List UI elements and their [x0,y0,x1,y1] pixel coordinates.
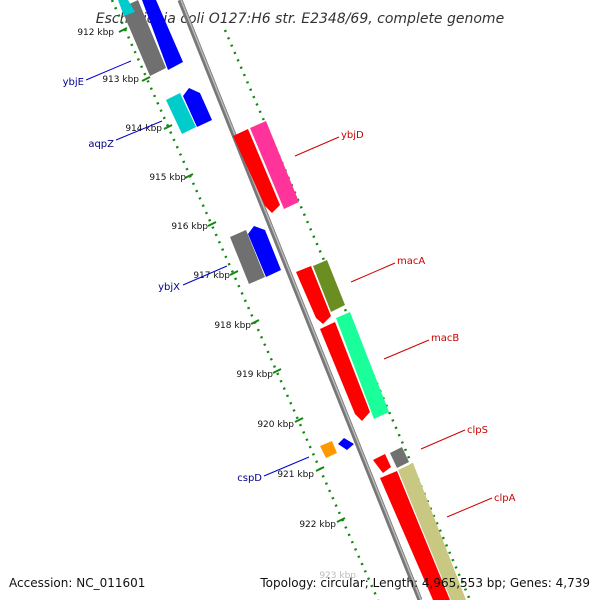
leader-macA [350,262,396,283]
tick-label-919: 919 kbp [236,370,273,380]
leader-aqpZ [115,120,163,141]
gene-arrow-red-macB [320,322,370,421]
tick-mark [229,270,239,276]
gene-block-orange-cspD [320,441,337,458]
tick-label-916: 916 kbp [171,222,208,232]
leader-ybjX [182,265,228,286]
tick-label-917: 917 kbp [193,271,230,281]
gene-block-khaki-clpA [398,463,466,600]
gene-block-gray-clpS [390,447,409,468]
gene-label-macA: macA [397,256,425,267]
gene-block-spring-macB [336,312,389,419]
tick-mark [336,517,346,523]
tick-label-920: 920 kbp [257,420,294,430]
leader-clpA [446,497,493,518]
gene-block-gray-1 [121,0,166,76]
tick-label-922: 922 kbp [299,520,336,530]
gene-label-clpA: clpA [494,493,516,504]
gene-block-olive-macA [313,260,345,312]
tick-mark [250,319,260,325]
leader-clpS [420,429,466,450]
gene-label-clpS: clpS [467,425,488,436]
gene-arrow-blue-aqpZ [183,88,212,127]
gene-label-ybjX: ybjX [158,282,180,293]
gene-block-blue-1 [142,0,183,70]
map-title: Escherichia coli O127:H6 str. E2348/69, … [96,11,504,27]
tick-label-913: 913 kbp [102,75,139,85]
gene-block-gray-ybjX [230,230,265,284]
gene-label-aqpZ: aqpZ [88,139,114,150]
gene-block-cyan-aqpZ [166,93,196,134]
gc-track-inner [110,0,380,600]
tick-mark [141,76,151,82]
tick-label-921: 921 kbp [277,470,314,480]
gene-block-red-clpA [380,471,450,600]
tick-mark [315,466,325,472]
genome-backbone [177,0,423,600]
gene-arrow-red-ybjD [233,129,280,213]
tick-label-923: 923 kbp [319,571,356,581]
tick-label-915: 915 kbp [149,173,186,183]
topology-text: Topology: circular; Length: 4,965,553 bp… [260,576,590,590]
gene-label-ybjE: ybjE [63,77,84,88]
leader-macB [383,339,430,360]
gene-label-ybjD: ybjD [341,130,364,141]
gene-block-magenta-ybjD [250,121,299,209]
tick-mark [184,173,194,179]
gene-arrow-red-macA [296,266,331,324]
accession-text: Accession: NC_011601 [9,576,146,590]
tick-mark [118,27,128,33]
gene-block-cyan-0 [118,0,135,16]
leader-ybjE [85,60,132,81]
tick-mark [294,417,304,423]
tick-mark [163,124,173,130]
gene-label-cspD: cspD [237,473,262,484]
genome-backbone-highlight [180,0,422,600]
leader-ybjD [294,136,340,157]
tick-label-912: 912 kbp [77,28,114,38]
gene-arrow-red-clpS [373,454,391,473]
tick-mark [272,368,282,374]
gene-label-macB: macB [431,333,459,344]
leader-cspD [263,456,310,477]
gene-arrow-blue-cspD [338,438,354,450]
gene-arrow-blue-ybjX [248,226,281,277]
tick-mark [207,221,217,227]
tick-label-918: 918 kbp [214,321,251,331]
